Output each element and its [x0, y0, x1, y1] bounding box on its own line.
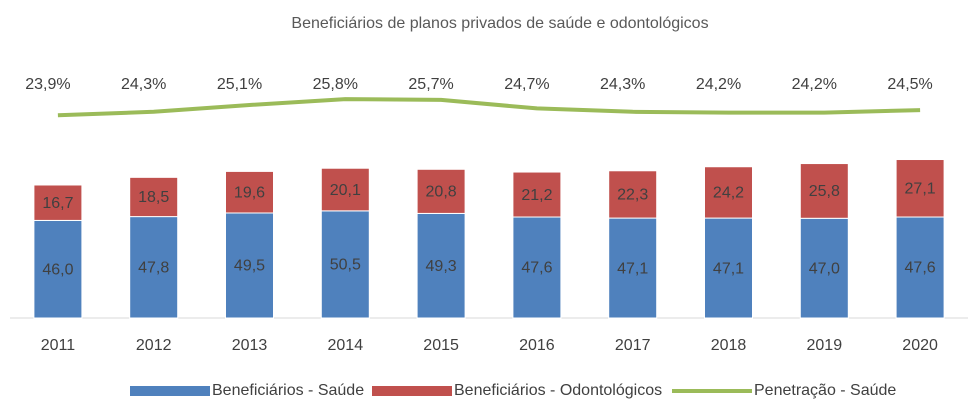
x-tick-label: 2013: [232, 337, 268, 354]
x-tick-label: 2020: [902, 337, 938, 354]
x-tick-label: 2018: [711, 337, 747, 354]
data-label: 47,0: [809, 260, 840, 277]
bar-segment: [320, 210, 370, 319]
data-label: 18,5: [138, 189, 169, 206]
x-tick-label: 2016: [519, 337, 555, 354]
data-label: 27,1: [905, 180, 936, 197]
data-label: 25,8%: [313, 76, 358, 93]
legend-swatch: [372, 386, 452, 396]
data-label: 16,7: [42, 195, 73, 212]
line-series: [57, 97, 921, 118]
bar-segment: [512, 171, 562, 218]
data-label: 46,0: [42, 261, 73, 278]
data-label: 22,3: [617, 187, 648, 204]
data-label: 24,5%: [887, 76, 932, 93]
bar-segment: [895, 216, 945, 319]
bar-segment: [799, 163, 849, 219]
data-label: 47,6: [521, 260, 552, 277]
bar-segment: [416, 212, 466, 319]
data-label: 47,1: [617, 260, 648, 277]
chart-title: Beneficiários de planos privados de saúd…: [291, 15, 708, 32]
bar-segment: [608, 217, 658, 319]
data-label: 19,6: [234, 184, 265, 201]
bar-segment: [225, 212, 274, 319]
bar-segment: [895, 159, 945, 218]
bar-segment: [704, 166, 753, 219]
x-tick-label: 2019: [807, 337, 843, 354]
bar-segment: [799, 217, 849, 319]
data-label: 24,7%: [504, 76, 549, 93]
bar-segment: [33, 219, 83, 319]
data-label: 50,5: [330, 257, 361, 274]
bar-segment: [512, 216, 562, 319]
legend-swatch: [130, 386, 210, 396]
bar-segment: [416, 168, 466, 214]
x-tick-label: 2012: [136, 337, 172, 354]
data-label: 24,2%: [792, 76, 837, 93]
data-label: 24,3%: [600, 76, 645, 93]
data-label: 47,6: [905, 260, 936, 277]
x-tick-label: 2015: [423, 337, 459, 354]
data-label: 47,1: [713, 260, 744, 277]
data-label: 24,2%: [696, 76, 741, 93]
x-tick-label: 2017: [615, 337, 651, 354]
bar-segment: [129, 176, 179, 218]
data-label: 25,7%: [408, 76, 453, 93]
x-tick-label: 2011: [41, 337, 76, 354]
bar-segment: [225, 170, 274, 214]
data-label: 24,2: [713, 185, 744, 202]
legend-label: Beneficiários - Odontológicos: [454, 382, 662, 399]
data-label: 25,8: [809, 183, 840, 200]
bar-segment: [704, 217, 753, 319]
x-tick-label: 2014: [328, 337, 364, 354]
bar-segment: [608, 170, 658, 219]
data-label: 20,8: [426, 184, 457, 201]
legend-label: Beneficiários - Saúde: [212, 382, 364, 399]
data-label: 21,2: [521, 187, 552, 204]
data-label: 49,3: [426, 258, 457, 275]
data-label: 47,8: [138, 260, 169, 277]
data-label: 20,1: [330, 182, 361, 199]
data-label: 23,9%: [25, 76, 70, 93]
data-label: 24,3%: [121, 76, 166, 93]
data-label: 25,1%: [217, 76, 262, 93]
bar-segment: [320, 167, 370, 212]
bar-segment: [33, 184, 83, 221]
data-label: 49,5: [234, 258, 265, 275]
legend-label: Penetração - Saúde: [754, 382, 896, 399]
